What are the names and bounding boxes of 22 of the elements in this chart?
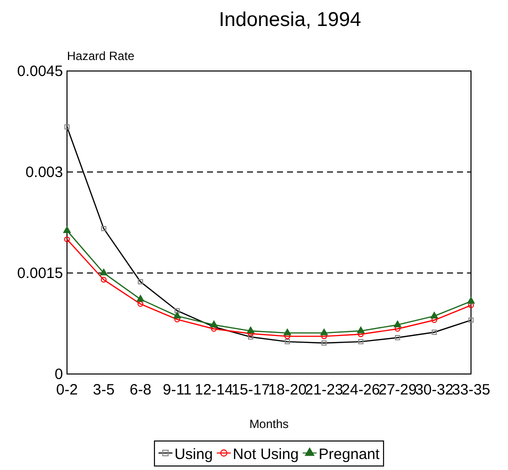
chart-title: Indonesia, 1994 (218, 9, 362, 31)
x-tick-label: 9-11 (162, 382, 192, 399)
y-tick-label: 0.003 (25, 164, 63, 181)
x-tick-label: 30-32 (415, 382, 454, 399)
legend-label: Using (174, 446, 213, 463)
x-axis-title: Months (249, 417, 289, 431)
x-tick-label: 15-17 (231, 382, 270, 399)
x-tick-label: 27-29 (378, 382, 417, 399)
legend-label: Not Using (232, 446, 299, 463)
x-tick-label: 0-2 (56, 382, 78, 399)
x-tick-label: 12-14 (194, 382, 234, 399)
legend-label: Pregnant (318, 446, 380, 463)
x-tick-label: 21-23 (304, 382, 344, 399)
x-tick-label: 18-20 (268, 382, 307, 399)
y-axis-title: Hazard Rate (67, 49, 135, 63)
x-tick-label: 24-26 (342, 382, 380, 399)
x-tick-label: 3-5 (92, 382, 115, 399)
x-tick-label: 33-35 (452, 382, 490, 399)
y-tick-label: 0.0045 (17, 62, 63, 80)
y-tick-label: 0.0015 (17, 264, 63, 282)
y-tick-label: 0 (54, 366, 63, 383)
x-tick-label: 6-8 (130, 382, 152, 399)
